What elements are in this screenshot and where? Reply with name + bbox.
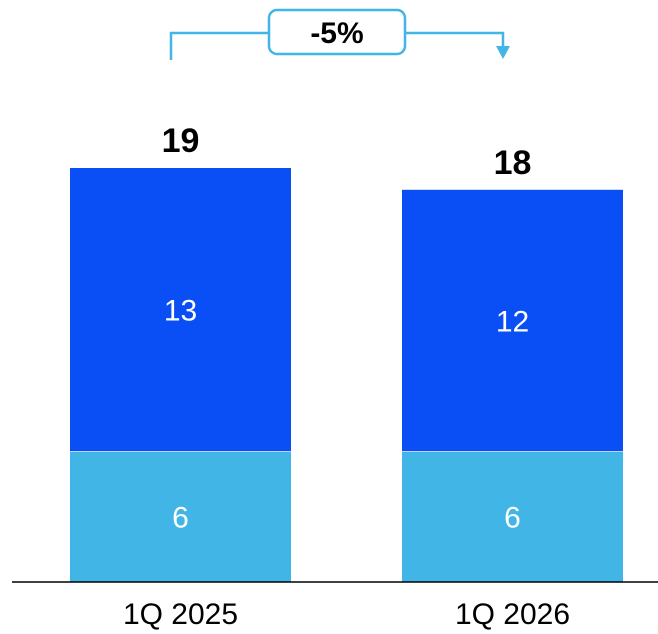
change-badge xyxy=(267,8,407,56)
bar-2-total-label: 18 xyxy=(494,144,532,182)
bar-1-segment-top xyxy=(70,168,291,452)
x-tick-label-2: 1Q 2026 xyxy=(455,598,570,631)
labels-layer: 6 13 19 1Q 2025 6 12 18 1Q 2026 xyxy=(123,122,570,631)
x-tick-label-1: 1Q 2025 xyxy=(123,598,238,631)
change-bracket-left xyxy=(169,31,269,60)
bar-2-segment-top xyxy=(402,189,623,452)
bar-1-segment-bottom-label: 6 xyxy=(172,502,189,535)
change-percent-label: -5% xyxy=(310,17,363,50)
bar-2-segment-bottom-label: 6 xyxy=(504,502,521,535)
change-arrow-head xyxy=(496,46,510,59)
bar-1-total-label: 19 xyxy=(162,122,200,160)
bar-2-segment-bottom xyxy=(402,451,623,582)
bar-2-segment-top-label: 12 xyxy=(496,306,529,339)
bar-1-segment-bottom xyxy=(70,451,291,582)
bar-1-segment-top-label: 13 xyxy=(164,295,197,328)
change-annotation: -5% xyxy=(169,8,510,60)
change-bracket-right xyxy=(405,31,505,48)
bars-layer xyxy=(70,168,623,582)
